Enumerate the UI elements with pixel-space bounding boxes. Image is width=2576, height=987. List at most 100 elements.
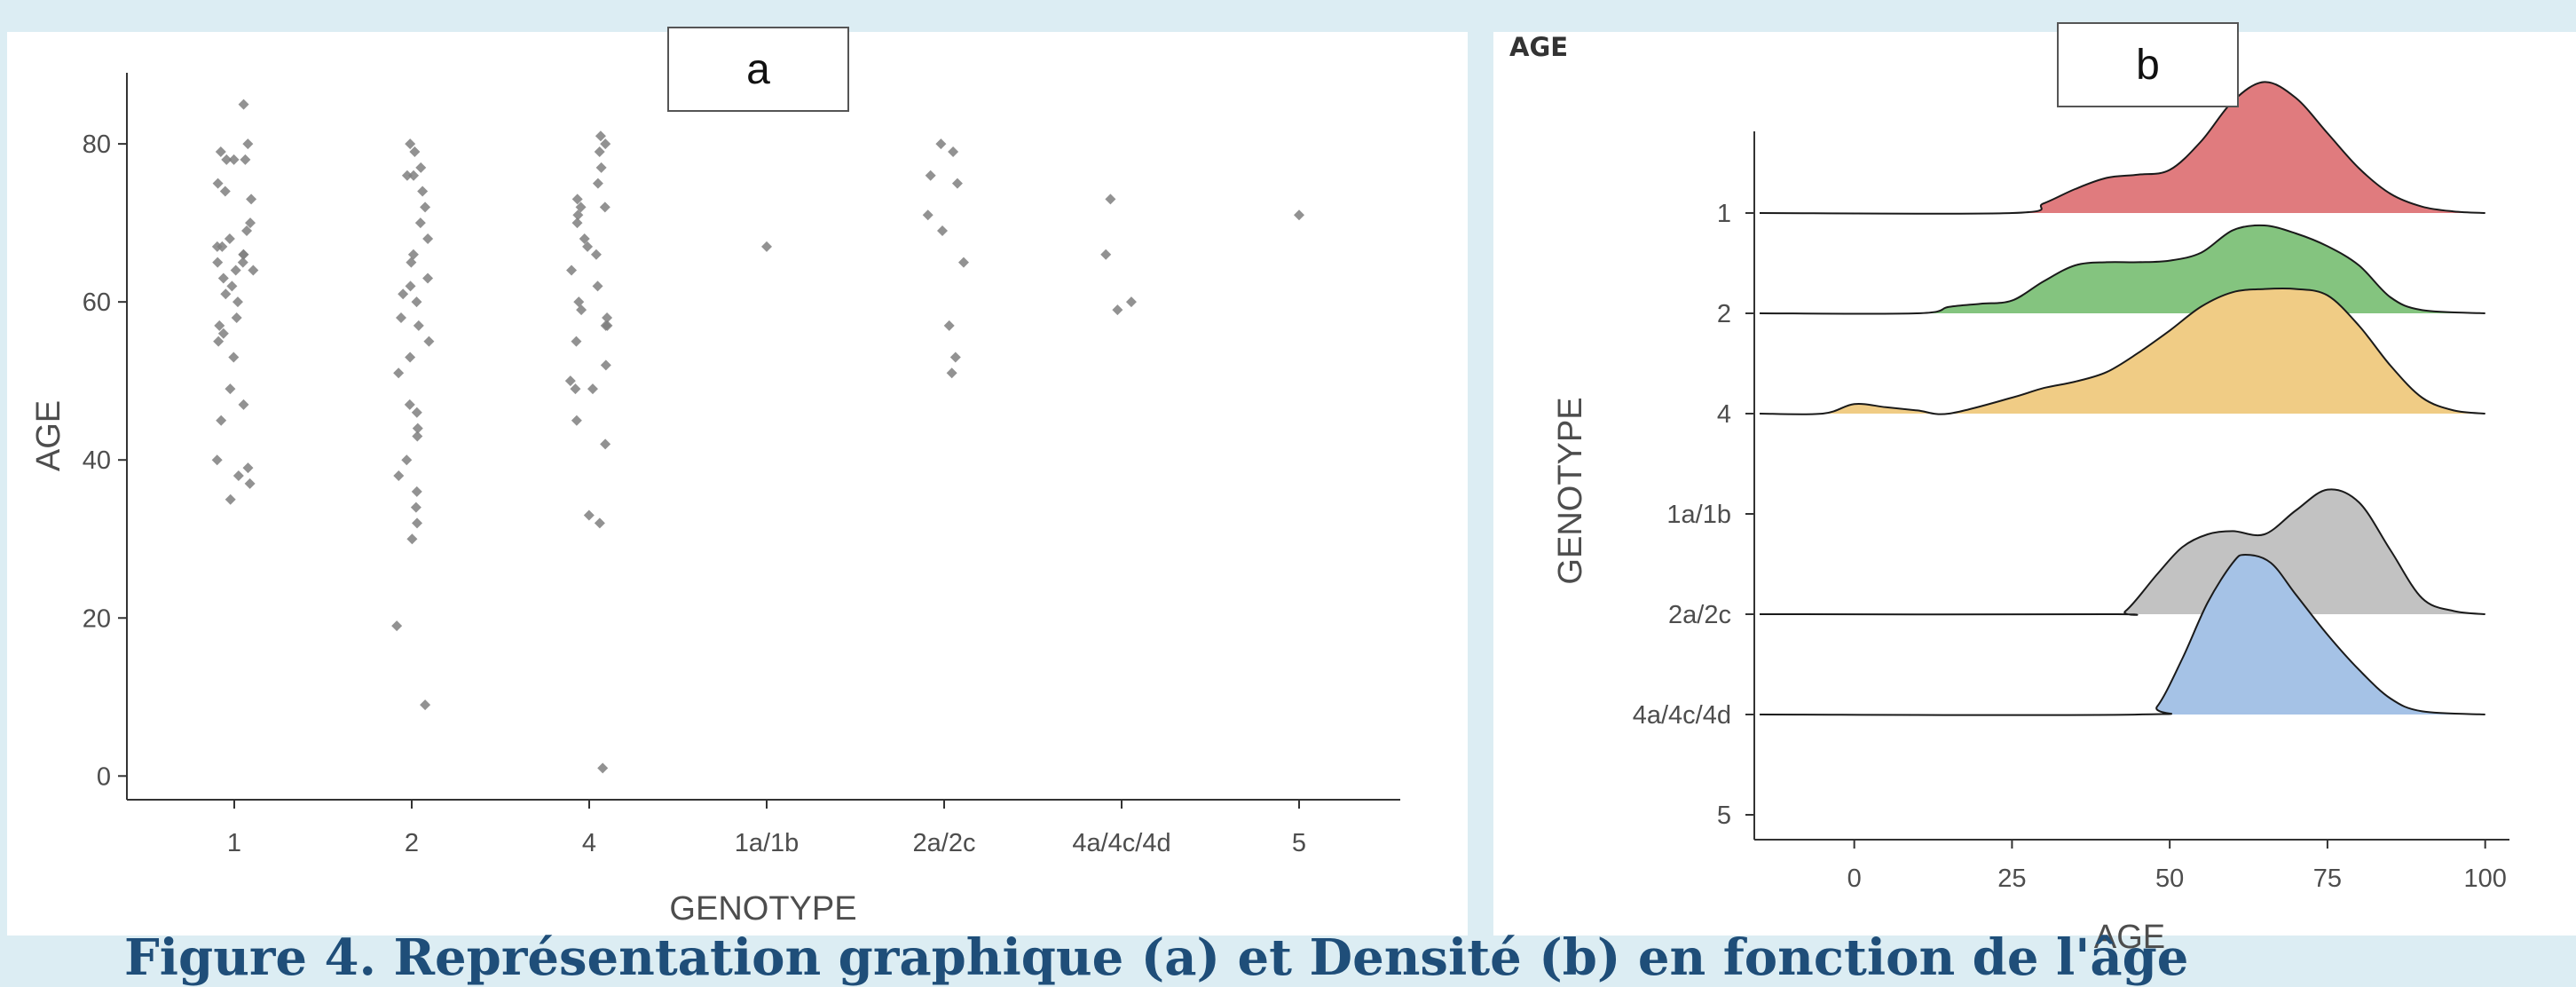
x-tick-label: 5 [1292,829,1306,857]
panel-a-label: a [667,27,849,112]
data-point [240,154,251,165]
y-tick-label: 5 [1717,801,1731,830]
data-point [217,328,229,339]
density-line-2a/2c [1759,488,2485,616]
data-point [393,470,405,482]
data-point [570,383,581,395]
data-point [600,138,611,150]
density-area-1 [1760,82,2485,214]
x-tick-label: 1a/1b [735,829,800,857]
data-point [404,399,415,410]
data-point [242,462,254,474]
ridgeline-corner-title: AGE [1509,32,1568,62]
data-point [230,265,241,276]
data-point [211,454,223,466]
scatter-chart: 0 20 40 60 80 1 2 4 1a/1b 2a/2c 4a/4c/4d 5 AGE GEN… [30,73,1400,928]
data-point [573,296,585,308]
density-area-2a/2c [1760,489,2485,615]
data-point [232,296,243,308]
data-point [401,454,413,466]
data-point [405,351,416,363]
data-point [228,351,240,363]
data-point [599,201,611,213]
data-point [595,130,606,142]
data-point [566,265,578,276]
y-tick-label: 4 [1717,400,1731,429]
data-point [213,336,225,347]
data-point [422,233,434,244]
data-point [244,478,256,489]
x-tick-label: 50 [2155,865,2184,893]
data-point [1125,296,1137,308]
scatter-x-axis-title: GENOTYPE [669,890,856,928]
data-point [420,201,431,213]
data-point [238,249,249,260]
data-point [217,272,229,284]
x-tick-label: 4a/4c/4d [1072,829,1170,857]
data-point [406,533,418,545]
data-point [225,383,236,395]
data-point [412,517,423,529]
data-point [1100,249,1112,260]
data-point [414,217,426,229]
y-tick-label: 2a/2c [1668,601,1731,629]
data-point [949,351,961,363]
data-point [398,288,409,300]
data-point [411,486,422,497]
data-point [237,257,248,268]
data-point [948,146,959,158]
data-point [232,470,244,482]
data-point [587,383,598,395]
scatter-y-axis-title: AGE [30,400,67,471]
data-point [248,265,259,276]
density-area-4 [1760,288,2485,415]
data-point [957,257,969,268]
data-point [405,138,416,150]
data-point [600,359,611,371]
x-tick-label: 2 [405,829,419,857]
data-point [1105,193,1116,205]
density-area-4a/4c/4d [1760,555,2485,715]
data-point [579,233,590,244]
data-point [221,154,232,165]
data-point [761,241,772,252]
ridgeline-x-ticks: 0 25 50 75 100 [1847,840,2507,893]
data-point [572,209,584,221]
data-point [396,312,407,323]
data-point [564,375,576,387]
data-point [582,241,594,252]
data-point [592,178,603,189]
data-point [1112,304,1123,316]
density-area-2 [1760,225,2485,314]
data-point [241,225,253,237]
data-point [600,320,611,331]
data-point [219,186,231,197]
data-point [594,146,605,158]
data-point [575,201,587,213]
data-point [602,312,613,323]
x-tick-label: 0 [1847,865,1862,893]
y-tick-label: 1 [1717,200,1731,228]
data-point [413,320,424,331]
data-point [391,620,403,632]
data-point [417,186,429,197]
y-tick-label: 4a/4c/4d [1633,701,1731,730]
data-point [405,280,416,292]
data-point [215,146,226,158]
data-point [212,178,224,189]
data-point [408,170,420,181]
data-point [214,320,225,331]
data-point [415,162,427,173]
data-point [393,367,405,379]
x-tick-label: 25 [1997,865,2026,893]
density-line-2 [1759,224,2485,315]
density-line-4a/4c/4d [1759,553,2485,716]
data-point [597,762,609,774]
data-point [571,193,583,205]
data-point [226,280,238,292]
data-point [401,170,413,181]
y-tick-label: 2 [1717,300,1731,328]
x-tick-label: 100 [2463,865,2506,893]
data-point [412,422,423,434]
